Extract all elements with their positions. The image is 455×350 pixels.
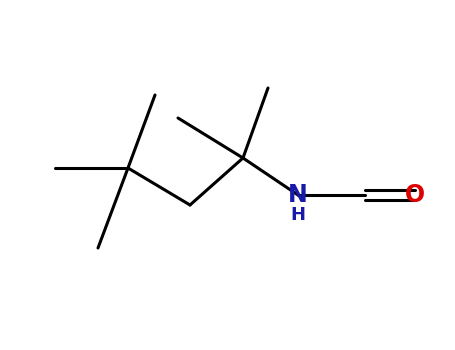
Text: H: H [290,206,305,224]
Text: O: O [405,183,425,207]
Text: N: N [288,183,308,207]
